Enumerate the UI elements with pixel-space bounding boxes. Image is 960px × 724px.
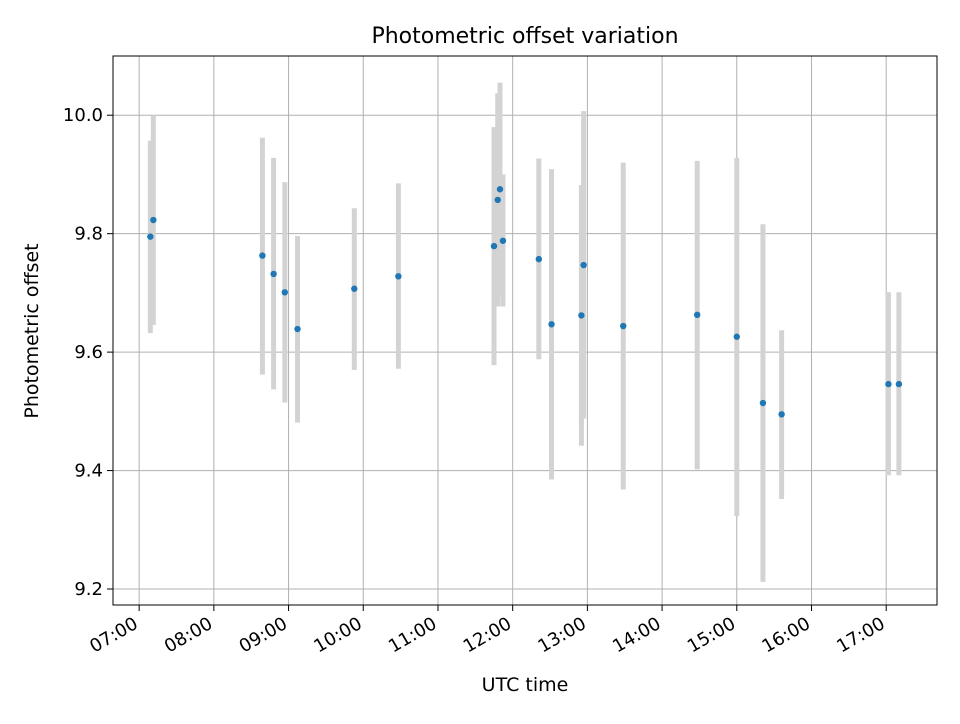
data-points — [147, 186, 903, 418]
y-tick-label: 9.2 — [74, 579, 103, 600]
data-point — [580, 261, 587, 269]
data-point — [150, 216, 157, 224]
data-point — [693, 311, 701, 319]
data-point — [548, 321, 555, 328]
data-point — [499, 237, 507, 244]
chart-title: Photometric offset variation — [371, 24, 678, 49]
data-point — [895, 380, 903, 388]
x-axis-label: UTC time — [482, 674, 569, 696]
y-axis-ticks: 9.2 9.4 9.6 9.8 10.0 — [63, 105, 113, 600]
data-point — [281, 289, 289, 296]
data-point — [620, 322, 627, 330]
data-point — [259, 252, 266, 259]
data-point — [351, 285, 358, 292]
data-point — [759, 399, 767, 407]
y-tick-label: 9.4 — [74, 461, 103, 482]
y-tick-label: 9.8 — [74, 224, 103, 245]
data-point — [494, 196, 501, 204]
grid-lines — [113, 56, 937, 605]
plot-area-frame — [112, 55, 938, 606]
data-point — [778, 411, 785, 418]
y-axis-label: Photometric offset — [21, 243, 43, 418]
data-point — [395, 273, 402, 280]
y-tick-label: 9.6 — [74, 342, 103, 363]
data-point — [733, 333, 740, 340]
data-point — [147, 233, 154, 240]
data-point — [270, 270, 277, 278]
data-point — [490, 242, 498, 250]
y-tick-label: 10.0 — [63, 105, 103, 126]
data-point — [578, 312, 585, 319]
data-point — [535, 255, 543, 263]
data-point — [496, 186, 504, 193]
data-point — [294, 325, 301, 333]
data-point — [885, 380, 892, 388]
